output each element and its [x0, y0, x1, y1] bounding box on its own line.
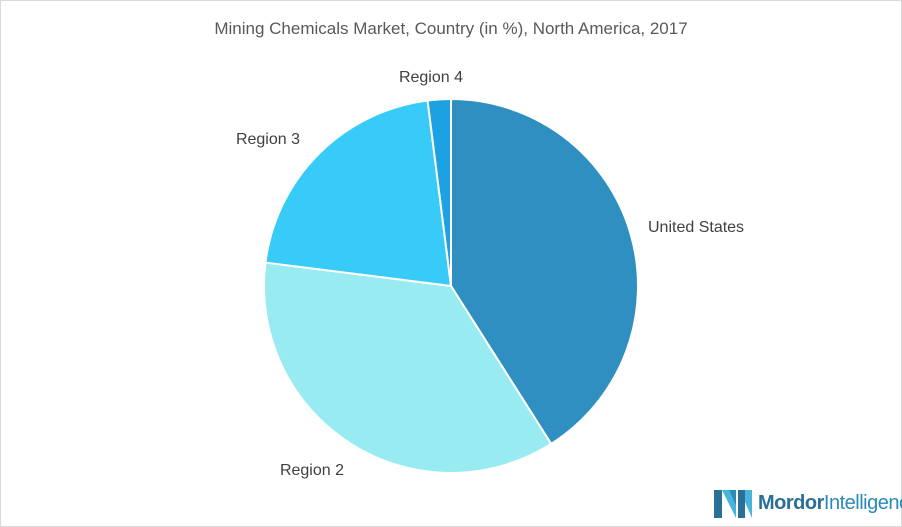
mordor-intelligence-logo: MordorIntelligence	[714, 486, 902, 520]
pie-slice-region-2	[263, 261, 553, 474]
logo-text-bold: Mordor	[758, 491, 824, 514]
pie-slice-region-3	[264, 99, 453, 288]
pie-slice-region-4	[426, 97, 452, 287]
slice-label-united-states: United States	[648, 219, 744, 236]
chart-title: Mining Chemicals Market, Country (in %),…	[214, 19, 688, 38]
slice-label-region-4: Region 4	[399, 69, 463, 86]
slice-label-region-2: Region 2	[280, 462, 344, 479]
mordor-logo-icon	[714, 490, 752, 518]
pie-slice-united-states	[450, 97, 639, 446]
slice-label-region-3: Region 3	[236, 131, 300, 148]
logo-text: MordorIntelligence	[758, 492, 902, 515]
logo-text-rest: Intelligence	[823, 491, 902, 514]
